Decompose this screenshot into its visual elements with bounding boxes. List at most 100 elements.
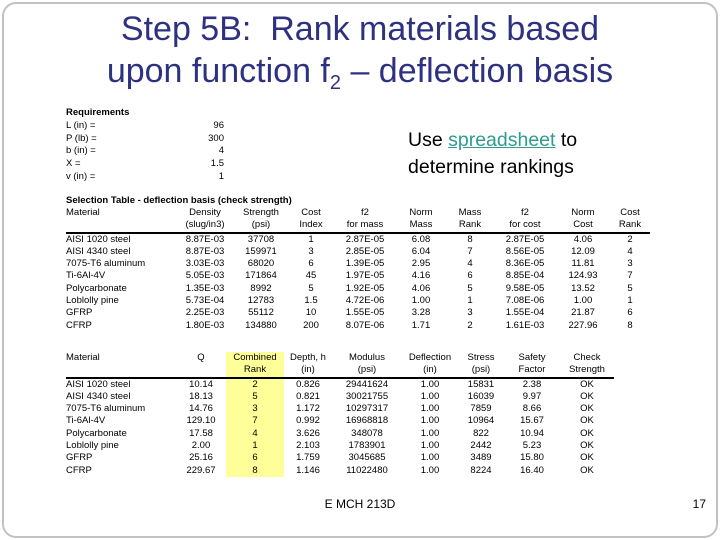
table-cell: 8.56E-05 [505,245,545,257]
table-cell: 1.00 [420,440,440,452]
requirement-row: v (in) = 1 [66,171,224,184]
requirement-value: 96 [213,119,224,131]
table-cell: 4.72E-06 [345,295,385,307]
table-cell: 4 [467,258,473,270]
table-cell: 159971 [245,245,277,257]
table-cell: 227.96 [568,319,598,331]
table-cell: 2.00 [191,440,211,452]
table-cell: 5 [252,390,258,402]
table-cell: 1.92E-05 [345,282,385,294]
table-cell: 1.00 [420,427,440,439]
table-cell: 8 [467,233,473,245]
column-header: (psi) [458,364,504,379]
table-cell: 16.40 [520,464,544,476]
page-title: Step 5B: Rank materials based upon funct… [0,8,720,104]
table-cell: 12.09 [571,245,595,257]
table-cell: GFRP [66,307,93,319]
table-cell: 2.25E-03 [185,307,225,319]
table-cell: 18.13 [189,390,213,402]
requirement-row: b (in) = 4 [66,145,224,158]
table-cell: 2.95 [411,258,431,270]
table-cell: OK [580,378,594,390]
table-cell: 1.55E-05 [345,307,385,319]
column-header: Stress [467,352,495,363]
table-cell: 1.61E-03 [505,319,545,331]
table-row: Loblolly pine 5.73E-04 12783 1.5 4.72E-06 1.0… [66,295,650,307]
column-header: Cost [556,219,610,234]
table-cell: 4 [627,245,633,257]
column-header: (slug/in3) [176,219,234,234]
table-cell: 1783901 [348,440,386,452]
table-cell: 10 [305,307,317,319]
design-check-table-header: Material Q Combined Depth, h Modulus Deflecti… [66,352,614,379]
table-cell: 3 [308,245,314,257]
table-cell: AISI 1020 steel [66,378,131,390]
selection-table-header: Material Density Strength Cost f2 Norm Mass f2 N… [66,207,650,234]
requirement-row: X = 1.5 [66,158,224,171]
column-header: (psi) [234,219,288,234]
table-cell: 1.00 [420,403,440,415]
table-cell: AISI 1020 steel [66,233,131,245]
selection-table-body: AISI 1020 steel 8.87E-03 37708 1 2.87E-05 6.0… [66,233,650,332]
table-cell: 229.67 [186,464,216,476]
table-cell: 37708 [247,233,275,245]
table-cell: 1.55E-04 [505,307,545,319]
table-cell: 7 [252,415,258,427]
table-cell: 2 [467,319,473,331]
column-header: Cost [301,207,321,218]
table-cell: 15831 [467,378,495,390]
table-cell: Ti-6Al-4V [66,415,106,427]
column-header: Rank [446,219,494,234]
table-cell: Loblolly pine [66,295,119,307]
column-header: Norm [571,207,595,218]
header-row: Material Density Strength Cost f2 Norm Mass f2 N… [66,207,650,219]
table-cell: 8.36E-05 [505,258,545,270]
table-cell: 348078 [351,427,383,439]
table-cell: OK [580,452,594,464]
table-cell: 5 [467,282,473,294]
requirement-value: 1 [218,170,224,182]
table-cell: 1 [308,233,314,245]
requirements-title: Requirements [66,107,130,118]
table-cell: 55112 [248,307,274,319]
table-cell: 3 [467,307,473,319]
table-cell: 30021755 [345,390,389,402]
table-cell: 7075-T6 aluminum [66,403,146,415]
requirement-row: P (lb) = 300 [66,133,224,146]
column-header: (in) [284,364,332,379]
selection-table-title: Selection Table - deflection basis (chec… [66,195,292,206]
table-cell: AISI 4340 steel [66,245,131,257]
table-cell: 13.52 [571,282,595,294]
requirement-value: 4 [218,145,224,157]
table-cell: 11.81 [571,258,595,270]
table-cell: 10964 [467,415,495,427]
table-cell: 3045685 [348,452,386,464]
table-cell: 1.39E-05 [345,258,385,270]
table-row: 7075-T6 aluminum 14.76 3 1.172 10297317 1.00 7… [66,403,614,415]
header-row: (slug/in3) (psi) Index for mass Mass Rank for … [66,219,650,234]
table-cell: 1.146 [296,464,320,476]
column-header: Density [189,207,221,218]
table-cell: 7 [627,270,633,282]
spreadsheet-link[interactable]: spreadsheet [448,129,556,151]
column-header: Modulus [349,352,385,363]
table-cell: CFRP [66,319,92,331]
table-cell: 6 [467,270,473,282]
table-cell: 124.93 [568,270,598,282]
table-cell: 2 [627,233,633,245]
column-header: Check [573,352,601,363]
table-row: AISI 1020 steel 10.14 2 0.826 29441624 1.00 15… [66,378,614,391]
table-row: 7075-T6 aluminum 3.03E-03 68020 6 1.39E-05 2.… [66,258,650,270]
column-header: Mass [396,219,446,234]
table-cell: 5.05E-03 [185,270,225,282]
table-cell: GFRP [66,452,93,464]
table-cell: 16968818 [345,415,389,427]
table-cell: 3.03E-03 [185,258,225,270]
table-cell: 8.07E-06 [345,319,385,331]
table-cell: 3.28 [411,307,431,319]
page-number: 17 [692,497,706,511]
column-header: f2 [521,207,529,218]
table-cell: 129.10 [186,415,216,427]
table-cell: 5 [627,282,633,294]
